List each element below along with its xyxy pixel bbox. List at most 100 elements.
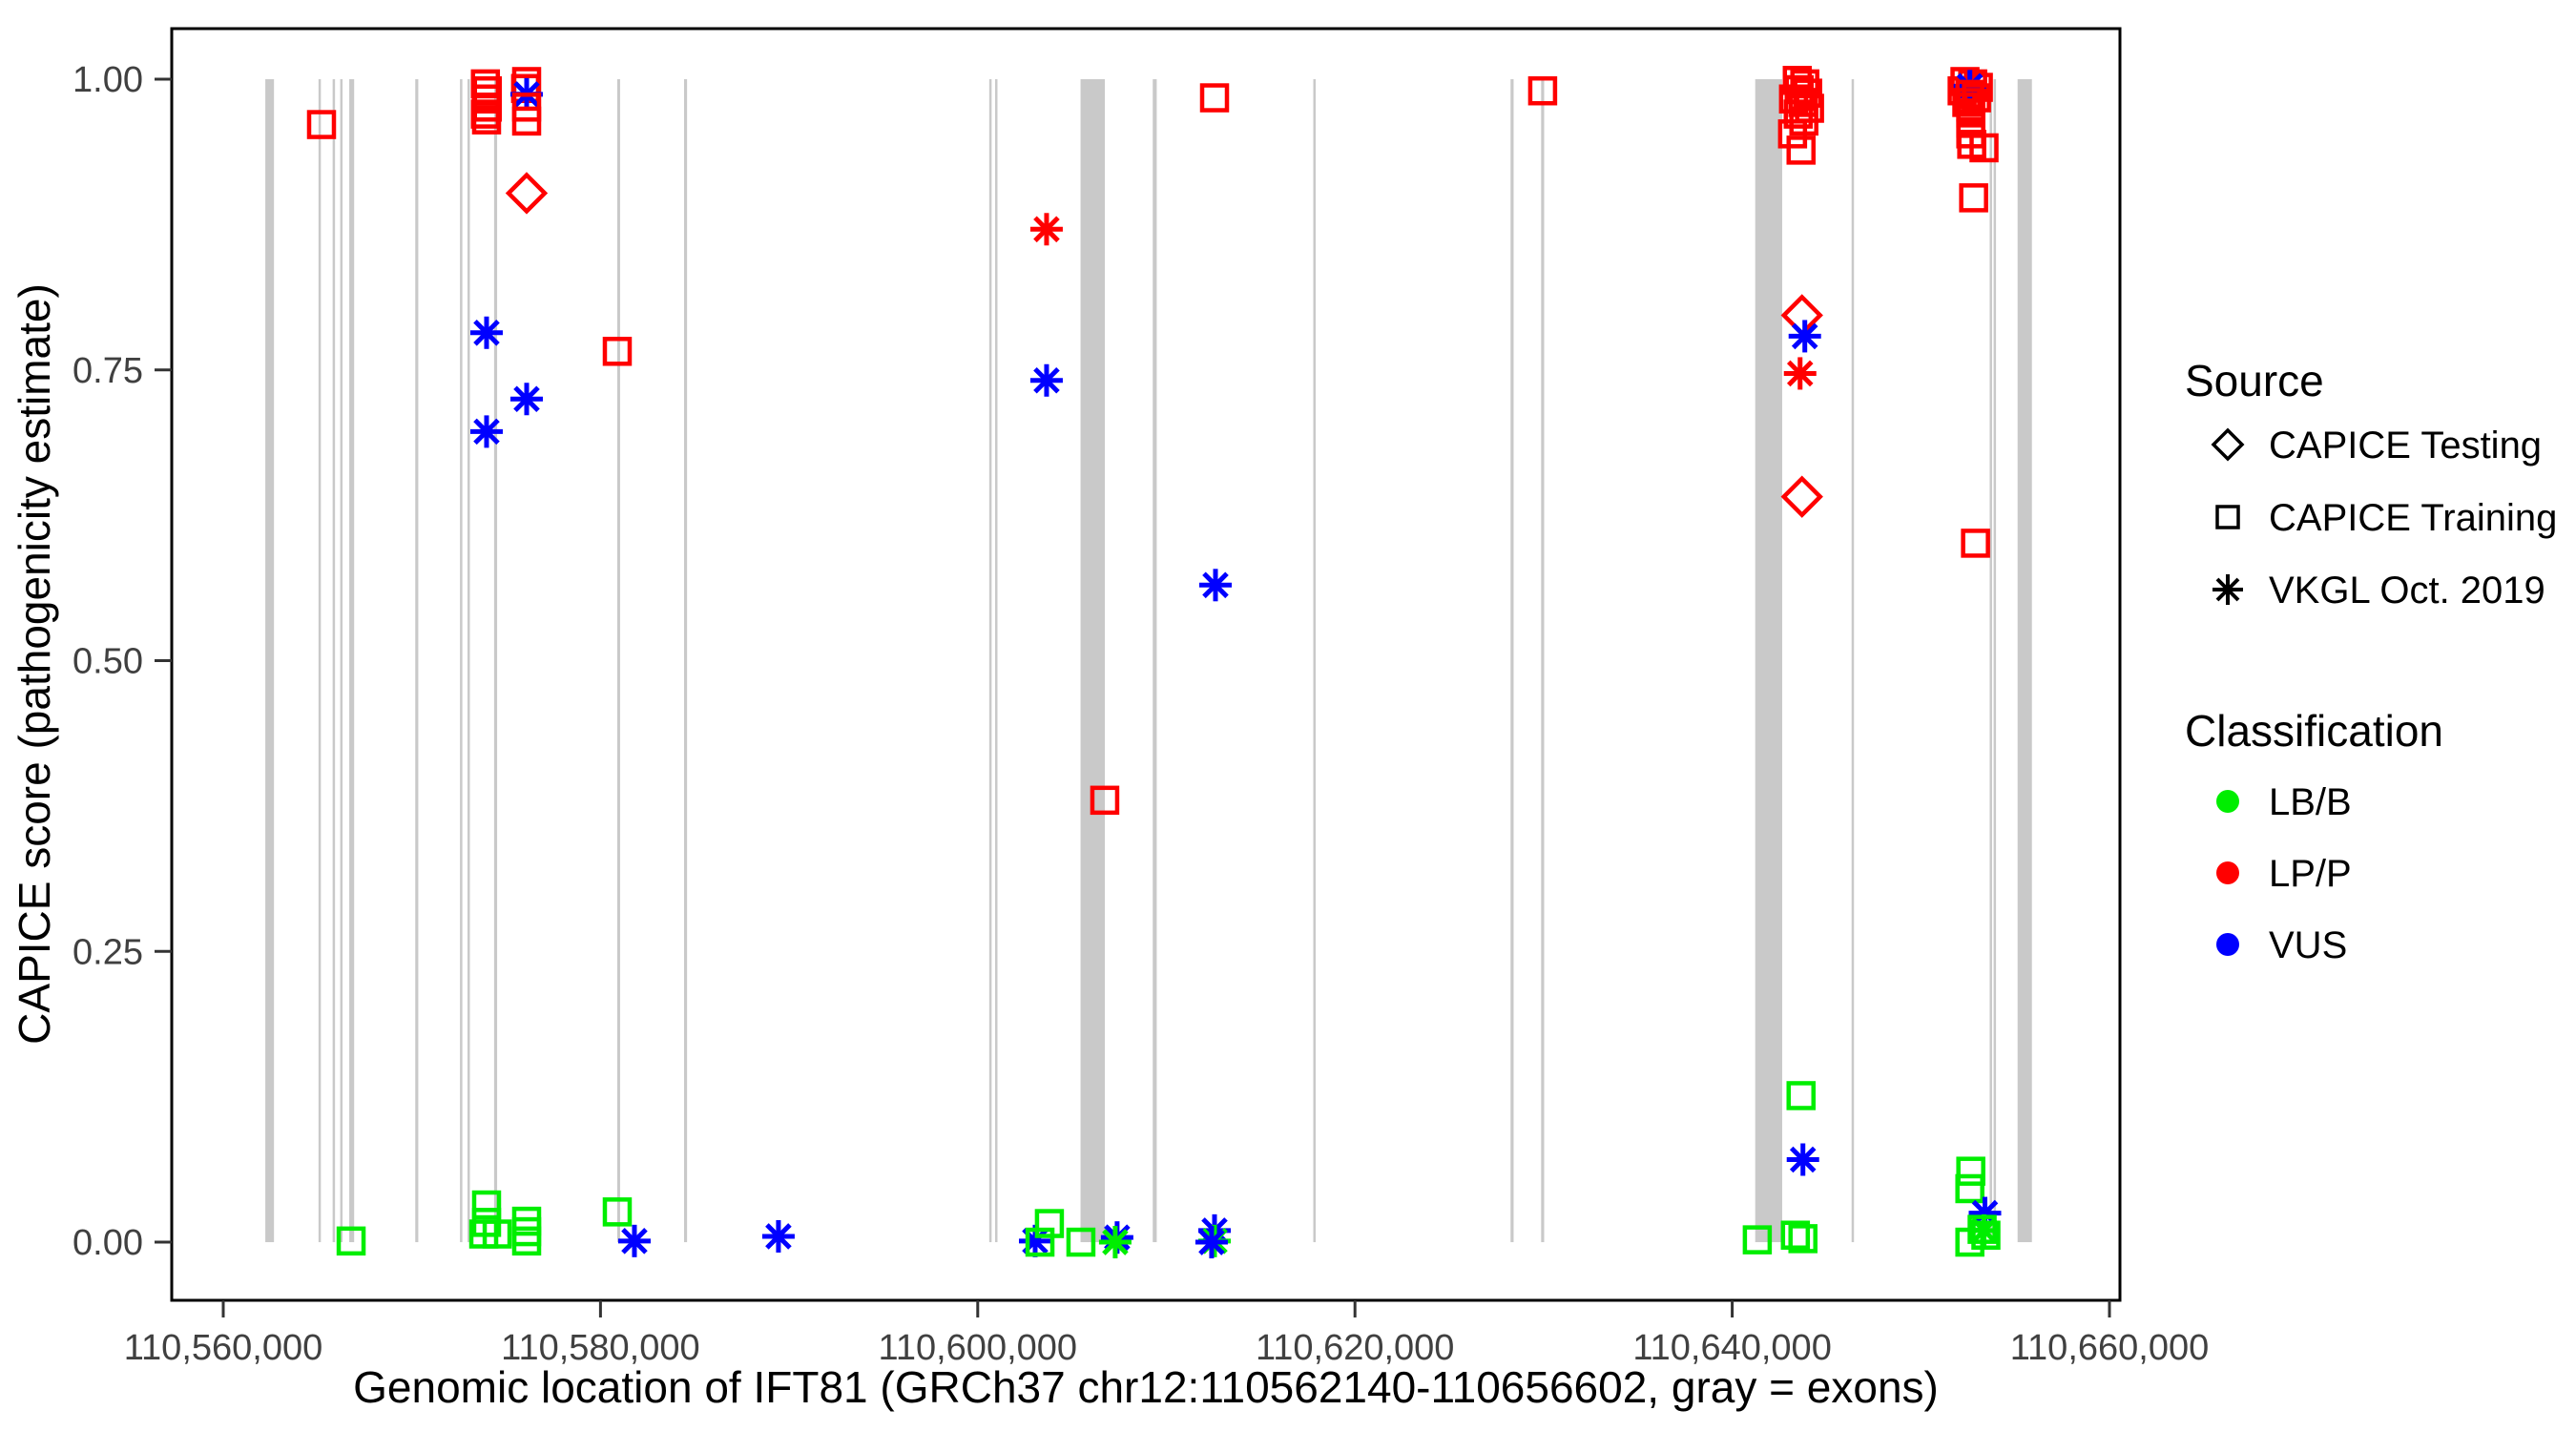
x-axis-ticks: 110,560,000 110,580,000 110,600,000 110,620… xyxy=(124,1300,2209,1368)
exon-band xyxy=(1993,79,1997,1243)
exon-band xyxy=(1080,79,1106,1243)
legend-item-vkgl: VKGL Oct. 2019 xyxy=(2212,570,2545,612)
point-vkgl-vus xyxy=(513,385,540,413)
exon-band xyxy=(467,79,470,1243)
point-training-lpp xyxy=(1959,183,1988,213)
diamond-icon xyxy=(2211,427,2245,462)
exon-bands-layer xyxy=(265,79,2032,1243)
exon-band xyxy=(994,79,998,1243)
exon-band xyxy=(1989,79,1992,1243)
point-vkgl-lbb xyxy=(1102,1229,1129,1255)
point-vkgl-vus xyxy=(473,319,500,346)
exon-band xyxy=(349,79,355,1243)
legend: Source CAPICE Testing CAPICE Training VK… xyxy=(2185,356,2557,966)
exon-band xyxy=(616,79,620,1243)
point-training-lpp xyxy=(602,337,633,366)
point-vkgl-vus xyxy=(1198,1229,1225,1255)
exon-band xyxy=(2017,79,2032,1243)
point-training-lpp xyxy=(1961,529,1990,558)
legend-item-capice-testing: CAPICE Testing xyxy=(2211,425,2542,467)
exon-band xyxy=(1510,79,1514,1243)
exon-band xyxy=(493,79,498,1243)
point-training-lpp xyxy=(306,110,337,139)
point-training-lpp xyxy=(1786,135,1816,165)
exon-band xyxy=(265,79,275,1243)
lbb-dot-icon xyxy=(2216,790,2239,813)
point-training-lbb xyxy=(471,1190,502,1220)
point-vkgl-vus xyxy=(621,1228,648,1255)
exon-band xyxy=(332,79,336,1243)
point-vkgl-vus xyxy=(1202,571,1229,599)
point-vkgl-vus xyxy=(1789,1146,1817,1173)
point-training-lbb xyxy=(1955,1227,1984,1257)
legend-classification-title: Classification xyxy=(2185,706,2443,756)
exon-band xyxy=(340,79,343,1243)
exon-band xyxy=(318,79,322,1243)
y-tick-label: 1.00 xyxy=(73,60,143,100)
legend-source-title: Source xyxy=(2185,356,2324,405)
point-training-lbb xyxy=(1955,1173,1984,1204)
point-training-lbb xyxy=(1780,1220,1811,1250)
x-tick-label: 110,560,000 xyxy=(124,1328,323,1368)
point-vkgl-vus xyxy=(473,418,500,446)
x-tick-label: 110,660,000 xyxy=(2010,1328,2210,1368)
point-training-lpp xyxy=(1199,83,1230,113)
point-training-lbb xyxy=(1742,1225,1773,1255)
vus-dot-icon xyxy=(2216,933,2239,956)
point-vkgl-vus xyxy=(765,1223,792,1250)
legend-item-lpp: LP/P xyxy=(2216,853,2352,895)
exon-band xyxy=(1851,79,1855,1243)
exon-band xyxy=(1153,79,1157,1243)
point-vkgl-lpp xyxy=(1786,360,1814,387)
asterisk-icon xyxy=(2212,574,2243,605)
point-vkgl-lpp xyxy=(1033,216,1060,243)
point-training-lbb xyxy=(1788,1224,1818,1254)
y-tick-label: 0.75 xyxy=(73,351,143,391)
point-training-lpp xyxy=(1090,785,1120,816)
legend-item-label: LB/B xyxy=(2269,781,2352,823)
point-training-lbb xyxy=(1956,1156,1985,1186)
point-training-lpp xyxy=(1969,133,1999,163)
point-training-lpp xyxy=(1527,75,1558,106)
point-training-lbb xyxy=(602,1197,633,1227)
point-training-lbb xyxy=(336,1226,366,1256)
data-points-layer xyxy=(306,65,2002,1259)
square-icon xyxy=(2215,505,2240,529)
point-training-lpp xyxy=(471,105,502,135)
exon-band xyxy=(460,79,463,1243)
point-vkgl-vus xyxy=(1033,366,1060,394)
exon-band xyxy=(415,79,419,1243)
point-testing-lpp xyxy=(505,172,549,215)
legend-item-label: CAPICE Training xyxy=(2269,497,2557,539)
point-testing-lpp xyxy=(1780,475,1823,518)
y-axis-ticks: 0.00 0.25 0.50 0.75 1.00 xyxy=(73,60,172,1263)
legend-item-lbb: LB/B xyxy=(2216,781,2352,823)
exon-band xyxy=(988,79,992,1243)
y-tick-label: 0.50 xyxy=(73,642,143,682)
x-tick-label: 110,600,000 xyxy=(879,1328,1078,1368)
point-training-lbb xyxy=(1034,1209,1065,1238)
legend-item-vus: VUS xyxy=(2216,924,2347,966)
legend-item-label: VKGL Oct. 2019 xyxy=(2269,570,2545,612)
legend-item-label: VUS xyxy=(2269,924,2347,966)
y-tick-label: 0.25 xyxy=(73,932,143,972)
legend-item-label: CAPICE Testing xyxy=(2269,425,2542,467)
point-training-lbb xyxy=(1971,1220,2001,1250)
exon-band xyxy=(1313,79,1316,1243)
point-training-lbb xyxy=(1786,1081,1816,1110)
exon-band xyxy=(683,79,688,1243)
exon-band xyxy=(1541,79,1545,1243)
lpp-dot-icon xyxy=(2216,861,2239,884)
point-training-lpp xyxy=(511,106,542,136)
y-tick-label: 0.00 xyxy=(73,1223,143,1263)
x-tick-label: 110,620,000 xyxy=(1256,1328,1455,1368)
x-tick-label: 110,580,000 xyxy=(501,1328,700,1368)
point-training-lbb xyxy=(511,1226,542,1256)
y-axis-title: CAPICE score (pathogenicity estimate) xyxy=(10,283,59,1045)
plot-panel-border xyxy=(170,27,2122,1302)
point-vkgl-vus xyxy=(1791,322,1818,350)
x-axis-title: Genomic location of IFT81 (GRCh37 chr12:… xyxy=(353,1362,1939,1412)
legend-item-capice-training: CAPICE Training xyxy=(2215,497,2557,539)
